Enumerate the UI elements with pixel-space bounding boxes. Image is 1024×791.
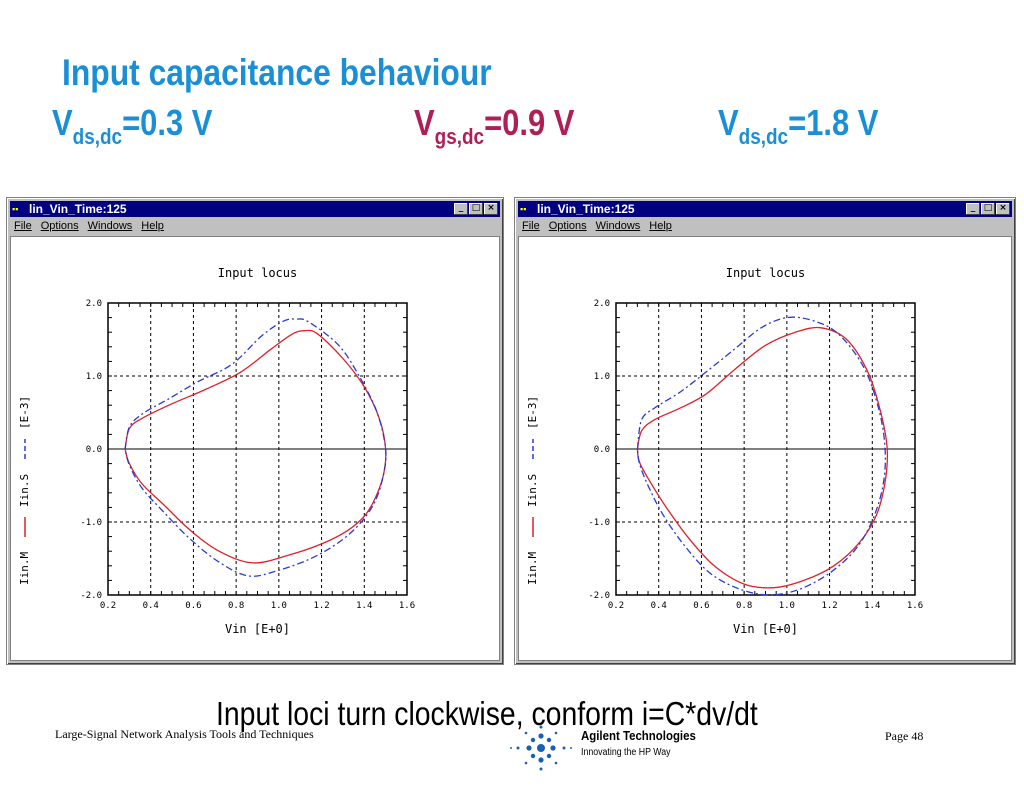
menu-help[interactable]: Help (141, 220, 164, 232)
y-tick-label: 2.0 (86, 299, 102, 309)
x-tick-label: 1.4 (864, 601, 880, 611)
minimize-button[interactable]: _ (454, 203, 468, 215)
y-label-series-m: Iin.M (18, 552, 31, 585)
y-tick-label: 1.0 (86, 372, 102, 382)
menu-options[interactable]: Options (40, 220, 79, 232)
x-axis-label: Vin [E+0] (733, 622, 798, 636)
menu-options[interactable]: Options (548, 220, 587, 232)
x-tick-label: 0.4 (651, 601, 667, 611)
y-tick-label: -2.0 (588, 591, 610, 601)
y-axis-label: Iin.M Iin.S [E-3] (526, 396, 539, 585)
x-tick-label: 0.8 (736, 601, 752, 611)
x-axis-label: Vin [E+0] (225, 622, 290, 636)
app-icon[interactable]: ▪▪ (520, 204, 527, 214)
plot-area: Input locus 0.2 0.4 0.6 0.8 1.0 1.2 1.4 1.6 2.0 1.… (10, 236, 500, 661)
x-tick-label: 0.6 (185, 601, 201, 611)
x-tick-label: 1.6 (907, 601, 923, 611)
window-titlebar[interactable]: ▪▪ lin_Vin_Time:125 _ □ × (518, 201, 1012, 217)
menu-bar: File Options Windows Help (10, 218, 500, 235)
y-label-series-m: Iin.M (526, 552, 539, 585)
window-title: lin_Vin_Time:125 (537, 202, 635, 216)
slide-conclusion: Input loci turn clockwise, conform i=C*d… (216, 695, 758, 732)
company-tagline: Innovating the HP Way (581, 747, 671, 758)
window-titlebar[interactable]: ▪▪ lin_Vin_Time:125 _ □ × (10, 201, 500, 217)
agilent-spark-logo-icon (510, 725, 572, 771)
x-tick-label: 1.0 (271, 601, 287, 611)
x-tick-label: 1.4 (356, 601, 372, 611)
condition-vds-right: Vds,dc=1.8 V (718, 102, 879, 149)
plot-area: Input locus 0.2 0.4 0.6 0.8 1.0 1.2 1.4 1.6 2.0 1.… (518, 236, 1012, 661)
chart-title: Input locus (218, 266, 297, 280)
menu-bar: File Options Windows Help (518, 218, 1012, 235)
y-label-series-s: Iin.S (18, 474, 31, 507)
x-tick-label: 1.6 (399, 601, 415, 611)
x-tick-label: 1.2 (313, 601, 329, 611)
input-locus-chart-left: Input locus 0.2 0.4 0.6 0.8 1.0 1.2 1.4 1.6 2.0 1.… (18, 266, 415, 636)
y-tick-label: -1.0 (588, 518, 610, 528)
y-axis-label: Iin.M Iin.S [E-3] (18, 396, 31, 585)
series-iin-s-line (124, 318, 387, 577)
y-label-series-s: Iin.S (526, 474, 539, 507)
x-tick-label: 0.2 (608, 601, 624, 611)
page-number: Page 48 (885, 729, 924, 743)
x-tick-label: 1.2 (821, 601, 837, 611)
y-tick-label: 0.0 (86, 445, 102, 455)
y-label-unit: [E-3] (18, 396, 31, 429)
maximize-button[interactable]: □ (469, 203, 483, 215)
y-tick-label: -1.0 (80, 518, 102, 528)
chart-title: Input locus (726, 266, 805, 280)
footer-course-title: Large-Signal Network Analysis Tools and … (55, 727, 314, 741)
slide-title: Input capacitance behaviour (62, 52, 492, 93)
plot-window-right: ▪▪ lin_Vin_Time:125 _ □ × File Options Wi… (514, 197, 1016, 665)
app-icon[interactable]: ▪▪ (12, 204, 19, 214)
minimize-button[interactable]: _ (966, 203, 980, 215)
company-logo-name: Agilent Technologies (581, 728, 696, 743)
series-iin-m-line (636, 326, 889, 589)
menu-windows[interactable]: Windows (87, 220, 133, 232)
x-tick-label: 0.2 (100, 601, 116, 611)
close-button[interactable]: × (996, 203, 1010, 215)
plot-window-left: ▪▪ lin_Vin_Time:125 _ □ × File Options Wi… (6, 197, 504, 665)
x-tick-label: 1.0 (779, 601, 795, 611)
y-tick-label: -2.0 (80, 591, 102, 601)
close-button[interactable]: × (484, 203, 498, 215)
y-label-unit: [E-3] (526, 396, 539, 429)
menu-file[interactable]: File (14, 220, 32, 232)
series-iin-m-line (124, 329, 387, 564)
menu-windows[interactable]: Windows (595, 220, 641, 232)
window-title: lin_Vin_Time:125 (29, 202, 127, 216)
maximize-button[interactable]: □ (981, 203, 995, 215)
condition-vds-left: Vds,dc=0.3 V (52, 102, 213, 149)
x-tick-label: 0.8 (228, 601, 244, 611)
series-iin-s-line (636, 316, 887, 596)
y-tick-label: 0.0 (594, 445, 610, 455)
menu-file[interactable]: File (522, 220, 540, 232)
input-locus-chart-right: Input locus 0.2 0.4 0.6 0.8 1.0 1.2 1.4 1.6 2.0 1.… (526, 266, 923, 636)
y-tick-label: 2.0 (594, 299, 610, 309)
menu-help[interactable]: Help (649, 220, 672, 232)
y-tick-label: 1.0 (594, 372, 610, 382)
condition-vgs: Vgs,dc=0.9 V (414, 102, 575, 149)
x-tick-label: 0.4 (143, 601, 159, 611)
x-tick-label: 0.6 (693, 601, 709, 611)
